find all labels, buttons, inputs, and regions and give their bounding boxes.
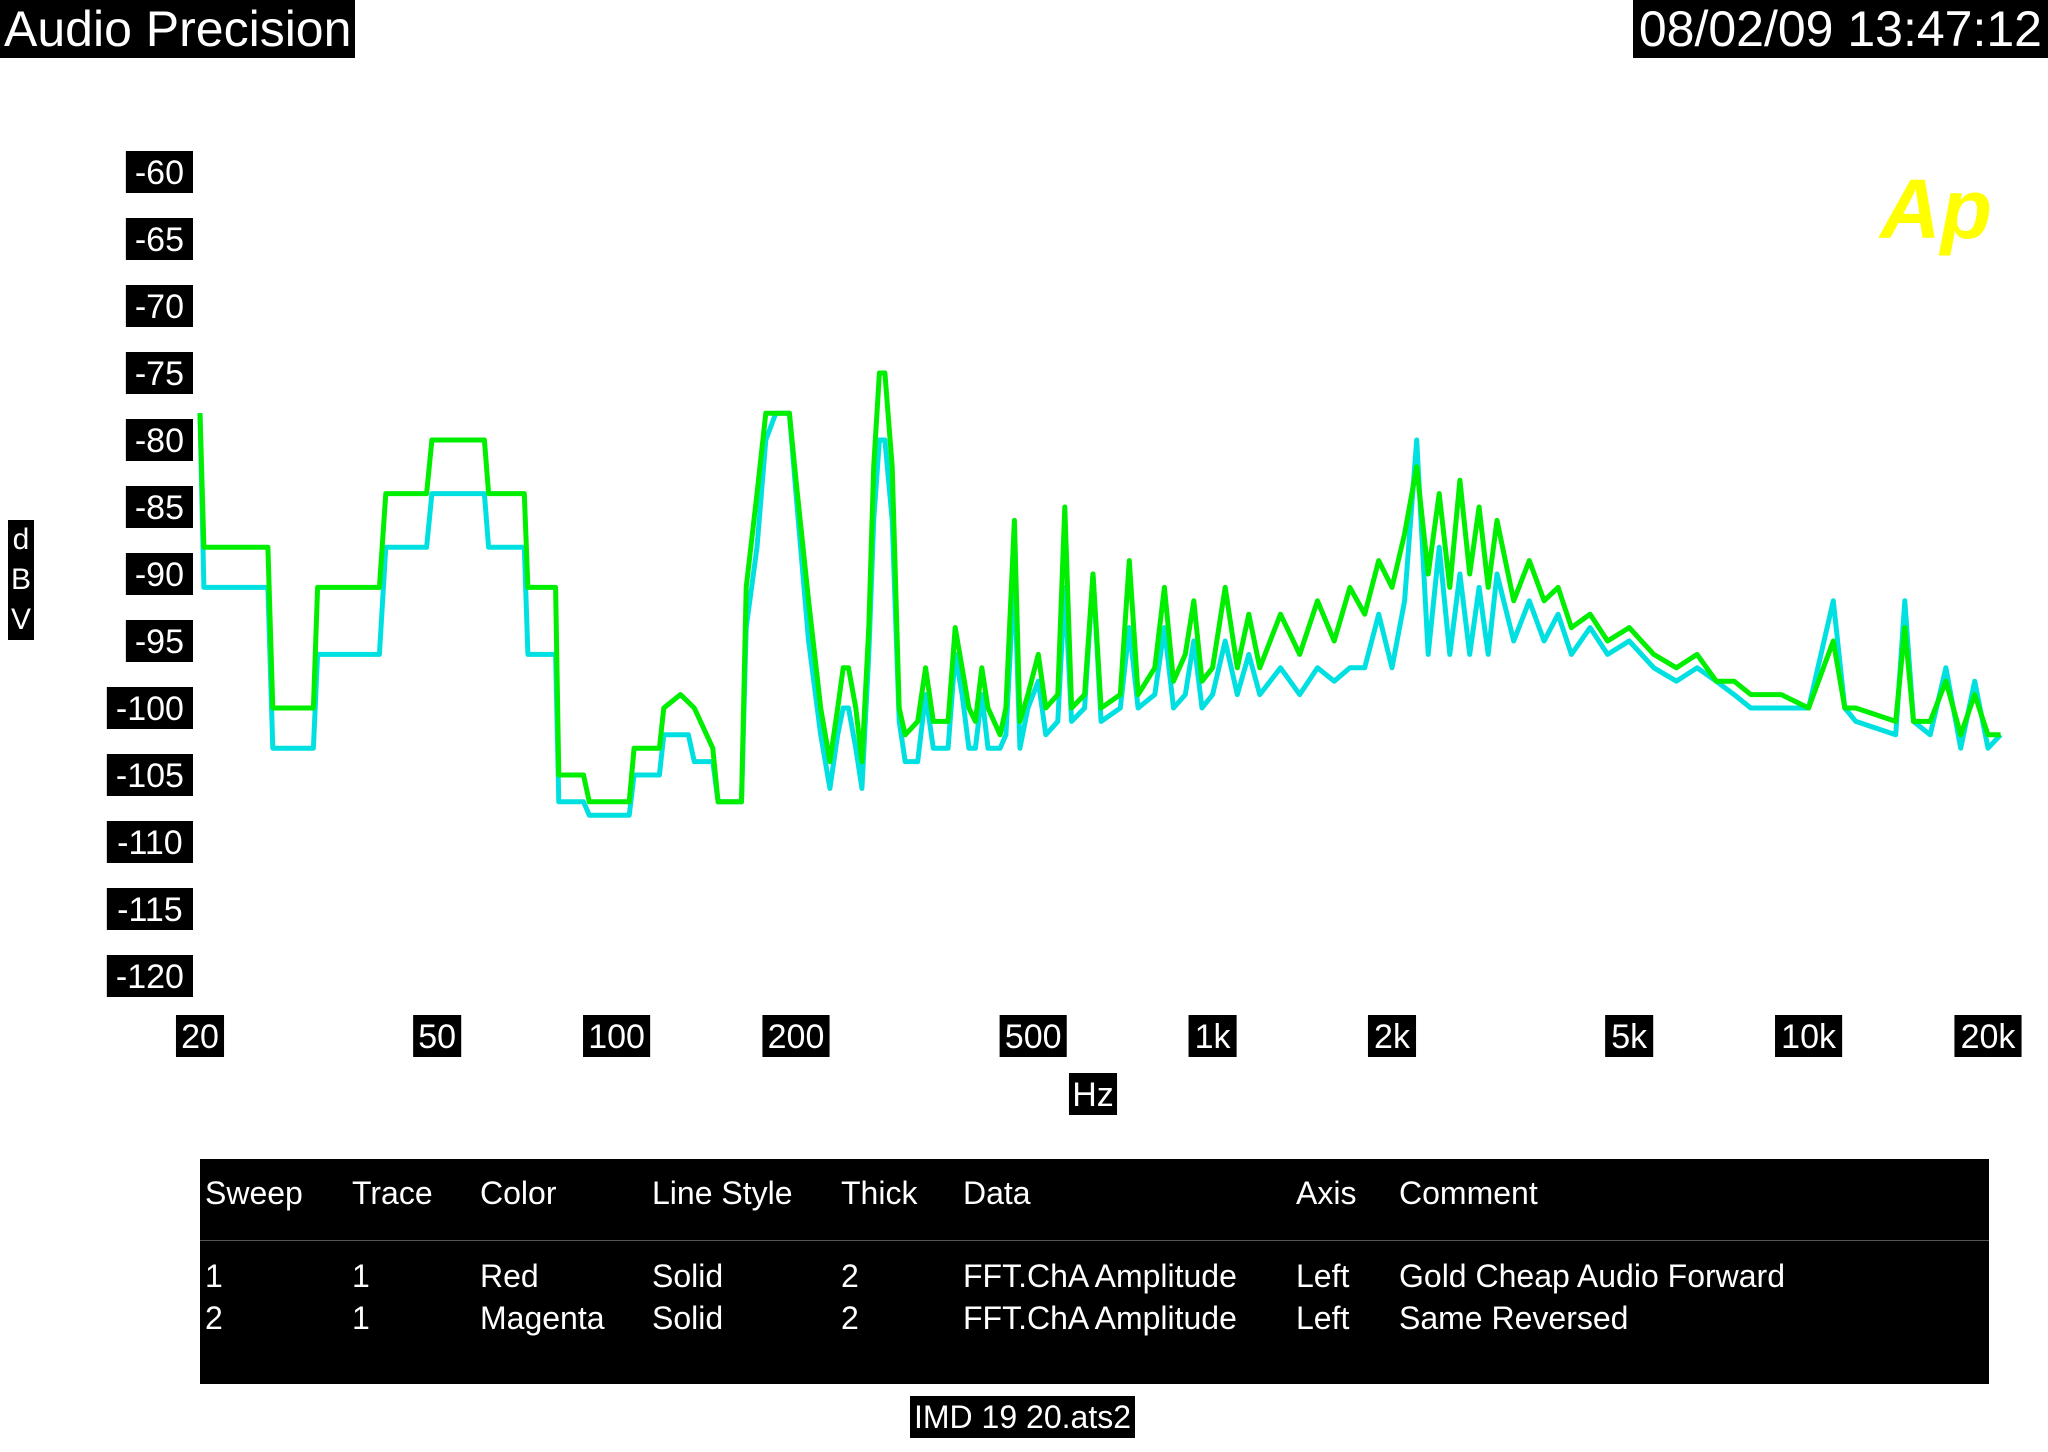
legend-row: 2 1 Magenta Solid 2 FFT.ChA Amplitude Left Same… <box>200 1296 1989 1340</box>
svg-text:-90: -90 <box>135 556 184 594</box>
x-tick-label: 500 <box>999 1015 1067 1057</box>
y-tick-label: -85 <box>125 486 193 528</box>
legend-column-header: Thick <box>841 1175 918 1211</box>
legend-column-header: Trace <box>352 1175 433 1211</box>
y-axis-label-char: d <box>12 523 30 556</box>
svg-text:-100: -100 <box>116 690 184 728</box>
svg-text:10k: 10k <box>1781 1018 1837 1056</box>
y-tick-label: -100 <box>106 687 193 729</box>
svg-text:200: 200 <box>768 1018 825 1056</box>
legend-cell: FFT.ChA Amplitude <box>963 1258 1237 1294</box>
svg-text:100: 100 <box>588 1018 645 1056</box>
svg-text:-95: -95 <box>135 623 184 661</box>
y-axis-ticks: -60 -65 -70 -75 -80 -85 -90 -95 -100 -105 -110 -115… <box>106 151 193 997</box>
y-tick-label: -75 <box>125 352 193 394</box>
legend-cell: Left <box>1296 1300 1350 1336</box>
y-tick-label: -115 <box>106 888 193 930</box>
legend-row: 1 1 Red Solid 2 FFT.ChA Amplitude Left Gold Che… <box>200 1254 1989 1298</box>
y-tick-label: -90 <box>125 553 193 595</box>
legend-cell: 2 <box>841 1258 859 1294</box>
series-layer <box>197 370 2003 818</box>
legend-cell: Magenta <box>480 1300 605 1336</box>
svg-text:2k: 2k <box>1374 1018 1411 1056</box>
y-tick-label: -110 <box>106 821 193 863</box>
filename-label: IMD 19 20.ats2 <box>910 1396 1135 1438</box>
x-axis-label-text: Hz <box>1068 1073 1118 1115</box>
x-tick-label: 1k <box>1188 1015 1237 1057</box>
legend-column-header: Comment <box>1399 1175 1538 1211</box>
series-line <box>197 370 2001 805</box>
y-axis-label-char: B <box>10 563 31 596</box>
x-tick-label: 20 <box>175 1015 225 1057</box>
legend-table: Sweep Trace Color Line Style Thick Data Axis Co… <box>200 1159 1989 1384</box>
legend-cell: Gold Cheap Audio Forward <box>1399 1258 1785 1294</box>
x-axis-label: Hz <box>1068 1073 1118 1115</box>
svg-text:-70: -70 <box>135 288 184 326</box>
svg-text:500: 500 <box>1005 1018 1062 1056</box>
y-tick-label: -70 <box>125 285 193 327</box>
svg-text:5k: 5k <box>1611 1018 1648 1056</box>
legend-column-header: Color <box>480 1175 557 1211</box>
x-tick-label: 5k <box>1605 1015 1654 1057</box>
legend-cell: Red <box>480 1258 539 1294</box>
app-title: Audio Precision <box>0 0 356 58</box>
legend-cell: 1 <box>352 1258 370 1294</box>
legend-column-header: Axis <box>1296 1175 1357 1211</box>
series-line <box>197 410 2003 818</box>
y-tick-label: -105 <box>106 754 193 796</box>
svg-text:-80: -80 <box>135 422 184 460</box>
svg-text:20k: 20k <box>1961 1018 2017 1056</box>
x-tick-label: 10k <box>1775 1015 1843 1057</box>
legend-cell: Same Reversed <box>1399 1300 1629 1336</box>
legend-cell: FFT.ChA Amplitude <box>963 1300 1237 1336</box>
svg-text:-120: -120 <box>116 958 184 996</box>
y-axis-label-char: V <box>10 603 31 636</box>
svg-text:50: 50 <box>418 1018 456 1056</box>
svg-text:-65: -65 <box>135 221 184 259</box>
y-tick-label: -65 <box>125 218 193 260</box>
svg-text:-60: -60 <box>135 154 184 192</box>
legend-cell: 2 <box>841 1300 859 1336</box>
x-axis-ticks: 20 50 100 200 500 1k 2k 5k 10k 20k <box>175 1015 2022 1057</box>
x-tick-label: 2k <box>1367 1015 1417 1057</box>
x-tick-label: 100 <box>583 1015 651 1057</box>
legend-cell: Solid <box>652 1258 724 1294</box>
legend-column-header: Data <box>963 1175 1031 1211</box>
legend-column-header: Line Style <box>652 1175 793 1211</box>
svg-text:-105: -105 <box>116 757 184 795</box>
timestamp: 08/02/09 13:47:12 <box>1632 0 2048 58</box>
y-tick-label: -120 <box>106 955 193 997</box>
legend-cell: 1 <box>205 1258 223 1294</box>
x-tick-label: 50 <box>413 1015 462 1057</box>
legend-divider <box>200 1240 1989 1241</box>
y-tick-label: -80 <box>125 419 193 461</box>
x-tick-label: 200 <box>762 1015 830 1057</box>
svg-text:-85: -85 <box>135 489 184 527</box>
legend-cell: Solid <box>652 1300 724 1336</box>
ap-logo: Ap <box>1878 162 1992 256</box>
legend-column-header: Sweep <box>205 1175 303 1211</box>
svg-text:1k: 1k <box>1195 1018 1232 1056</box>
svg-text:Hz: Hz <box>1072 1076 1114 1114</box>
svg-text:-110: -110 <box>117 824 183 862</box>
y-tick-label: -60 <box>125 151 193 193</box>
svg-text:-75: -75 <box>135 355 184 393</box>
svg-text:20: 20 <box>181 1018 219 1056</box>
legend-cell: 2 <box>205 1300 223 1336</box>
legend-header: Sweep Trace Color Line Style Thick Data Axis Co… <box>200 1171 1989 1215</box>
svg-text:-115: -115 <box>117 891 183 929</box>
x-tick-label: 20k <box>1954 1015 2022 1057</box>
legend-cell: Left <box>1296 1258 1350 1294</box>
legend-cell: 1 <box>352 1300 370 1336</box>
y-tick-label: -95 <box>125 620 193 662</box>
